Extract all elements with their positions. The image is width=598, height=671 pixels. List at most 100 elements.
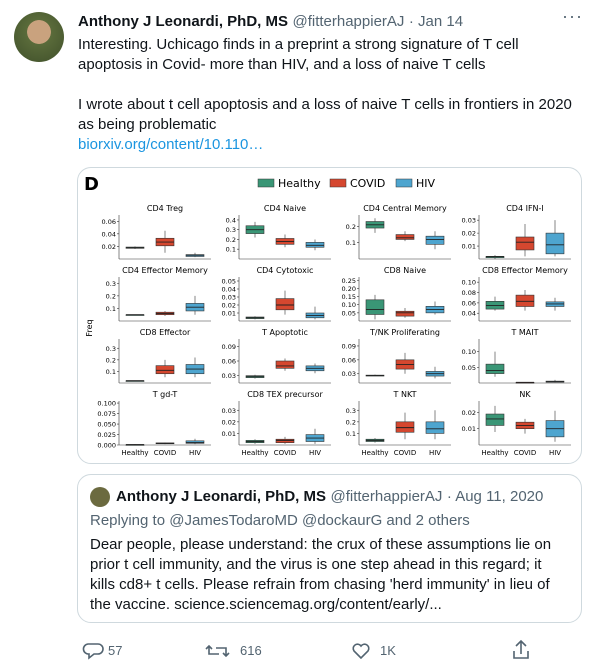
y-tick-label: 0.09 [342,342,356,350]
x-tick-label: Healthy [241,449,268,457]
y-tick-label: 0.025 [97,431,116,439]
y-tick-label: 0.02 [222,418,236,426]
y-tick-label: 0.02 [462,230,476,238]
y-tick-label: 0.04 [462,310,476,318]
y-tick-label: 0.15 [342,293,356,301]
reply-button[interactable] [82,643,104,660]
link[interactable]: biorxiv.org/content/10.110… [78,136,264,153]
legend-label: Healthy [278,177,321,190]
y-tick-label: 0.10 [462,279,476,287]
tweet-header: Anthony J Leonardi, PhD, MS @fitterhappi… [78,13,463,31]
action-bar: 57 616 1K [82,639,529,660]
y-tick-label: 0.2 [106,292,116,300]
legend-swatch [395,178,413,188]
y-tick-label: 0.05 [462,364,476,372]
y-tick-label: 0.05 [342,309,356,317]
y-tick-label: 0.1 [106,368,116,376]
box [275,298,295,311]
y-axis-label: Freq [85,319,94,336]
like-count: 1K [380,643,396,658]
date[interactable]: · Jan 14 [408,13,464,30]
box [305,242,325,248]
x-tick-label: COVID [394,449,417,457]
text-line: as being problematic [78,116,217,133]
box [395,234,415,240]
more-button[interactable]: ··· [562,6,583,26]
y-tick-label: 0.06 [462,299,476,307]
quote-tweet[interactable]: Anthony J Leonardi, PhD, MS @fitterhappi… [77,474,582,623]
x-tick-label: COVID [514,449,537,457]
legend-swatch [257,178,275,188]
y-tick-label: 0.075 [97,410,116,418]
tweet-text: Interesting. Uchicago finds in a preprin… [78,35,572,155]
y-tick-label: 0.01 [222,430,236,438]
y-tick-label: 0.1 [346,239,356,247]
like-button[interactable] [352,643,370,660]
text-line: Dear people, please understand: the crux… [90,536,552,553]
panel-title: T Apoptotic [261,328,308,337]
y-tick-label: 0.3 [226,226,236,234]
box [485,413,505,426]
y-tick-label: 0.03 [462,217,476,225]
x-tick-label: Healthy [361,449,388,457]
panel-title: CD8 TEX precursor [247,390,323,399]
reply-count: 57 [108,643,122,658]
quote-text: Dear people, please understand: the crux… [90,535,551,615]
x-tick-label: HIV [189,449,201,457]
y-tick-label: 0.02 [222,302,236,310]
box [275,360,295,369]
quote-header: Anthony J Leonardi, PhD, MS @fitterhappi… [116,488,543,506]
retweet-button[interactable] [205,644,230,658]
y-tick-label: 0.08 [462,289,476,297]
box [515,236,535,251]
x-tick-label: HIV [549,449,561,457]
y-tick-label: 0.10 [462,348,476,356]
text-line: prior t cell immunity, and the virus is … [90,556,542,573]
y-tick-label: 0.2 [106,356,116,364]
panel-title: T/NK Proliferating [369,328,440,337]
y-tick-label: 0.3 [106,280,116,288]
y-tick-label: 0.3 [106,345,116,353]
y-tick-label: 0.20 [342,285,356,293]
avatar[interactable] [14,12,64,62]
share-button[interactable] [513,639,529,659]
author[interactable]: Anthony J Leonardi, PhD, MS [78,13,289,30]
box [275,438,295,443]
y-tick-label: 0.100 [97,400,116,408]
panel-title: CD8 Naive [384,266,426,275]
y-tick-label: 0.03 [342,370,356,378]
y-tick-label: 0.02 [102,243,116,251]
text-line: apoptosis in Covid- more than HIV, and a… [78,56,486,73]
y-tick-label: 0.3 [346,407,356,415]
y-tick-label: 0.01 [462,425,476,433]
panel-title: T gd-T [152,390,178,399]
y-tick-label: 0.4 [226,216,236,224]
media[interactable]: D Freq Healthy COVID HIV CD4 Treg 0.02 0.04 0.06… [77,167,582,464]
y-tick-label: 0.03 [222,407,236,415]
box [155,365,175,375]
y-tick-label: 0.050 [97,421,116,429]
y-tick-label: 0.05 [222,278,236,286]
panel-title: CD4 Cytotoxic [257,266,314,275]
y-tick-label: 0.1 [346,430,356,438]
y-tick-label: 0.1 [106,305,116,313]
x-tick-label: COVID [274,449,297,457]
x-tick-label: COVID [154,449,177,457]
y-tick-label: 0.2 [346,418,356,426]
y-tick-label: 0.01 [462,243,476,251]
y-tick-label: 0.25 [342,277,356,285]
replying-to: Replying to @JamesTodaroMD @dockaurG and… [90,512,470,529]
retweet-count: 616 [240,643,262,658]
y-tick-label: 0.03 [222,294,236,302]
y-tick-label: 0.2 [346,223,356,231]
text-line: the vaccine. science.sciencemag.org/cont… [90,596,442,613]
panel-title: CD4 Treg [147,204,183,213]
handle[interactable]: @fitterhappierAJ [292,13,405,30]
panel-title: T NKT [393,390,417,399]
panel-label: D [84,174,99,195]
panel-title: CD4 Central Memory [363,204,447,213]
panel-title: CD4 Naive [264,204,306,213]
panel-title: NK [519,390,531,399]
box [425,235,445,245]
text-line: kills cd8+ t cells. Please refrain from … [90,576,550,593]
